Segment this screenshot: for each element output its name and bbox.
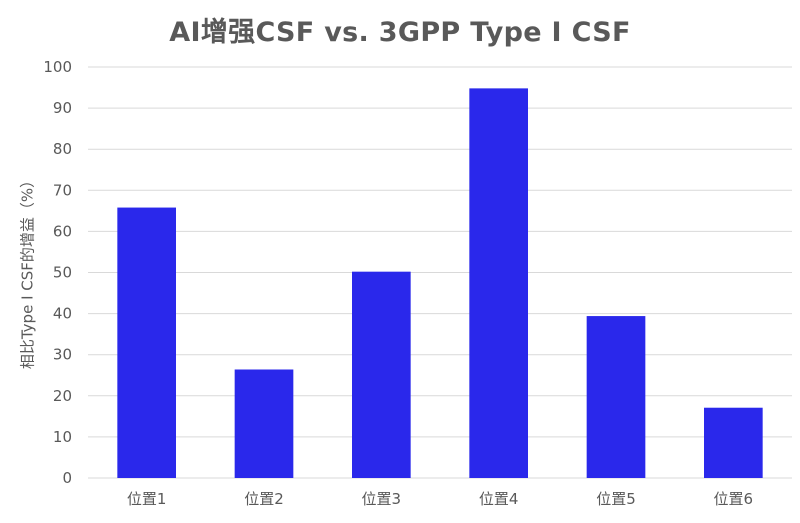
y-tick-label: 90 bbox=[53, 99, 72, 117]
bar-2 bbox=[234, 369, 294, 478]
bar-4 bbox=[469, 88, 528, 478]
y-tick-label: 20 bbox=[53, 387, 72, 405]
bar-layer bbox=[117, 88, 763, 478]
grid-layer bbox=[88, 66, 792, 479]
bar-3 bbox=[352, 271, 411, 478]
x-tick-label: 位置2 bbox=[244, 490, 284, 508]
y-tick-layer: 0 10 20 30 40 50 60 70 80 90 100 bbox=[43, 58, 72, 487]
x-tick-label: 位置3 bbox=[362, 490, 402, 508]
y-tick-label: 80 bbox=[53, 140, 72, 158]
y-tick-label: 30 bbox=[53, 346, 72, 364]
x-tick-label: 位置6 bbox=[714, 490, 754, 508]
bar-1 bbox=[117, 207, 176, 478]
y-tick-label: 0 bbox=[62, 469, 72, 487]
y-tick-label: 70 bbox=[53, 181, 72, 199]
bar-5 bbox=[586, 316, 646, 478]
x-tick-label: 位置5 bbox=[596, 490, 636, 508]
y-tick-label: 10 bbox=[53, 428, 72, 446]
chart-title: AI增强CSF vs. 3GPP Type I CSF bbox=[169, 17, 631, 48]
y-tick-label: 40 bbox=[53, 305, 72, 323]
x-tick-layer: 位置1 位置2 位置3 位置4 位置5 位置6 bbox=[127, 490, 753, 508]
y-tick-label: 100 bbox=[43, 58, 72, 76]
y-tick-label: 60 bbox=[53, 222, 72, 240]
x-tick-label: 位置4 bbox=[479, 490, 519, 508]
y-tick-label: 50 bbox=[53, 264, 72, 282]
bar-6 bbox=[704, 407, 763, 478]
x-tick-label: 位置1 bbox=[127, 490, 167, 508]
